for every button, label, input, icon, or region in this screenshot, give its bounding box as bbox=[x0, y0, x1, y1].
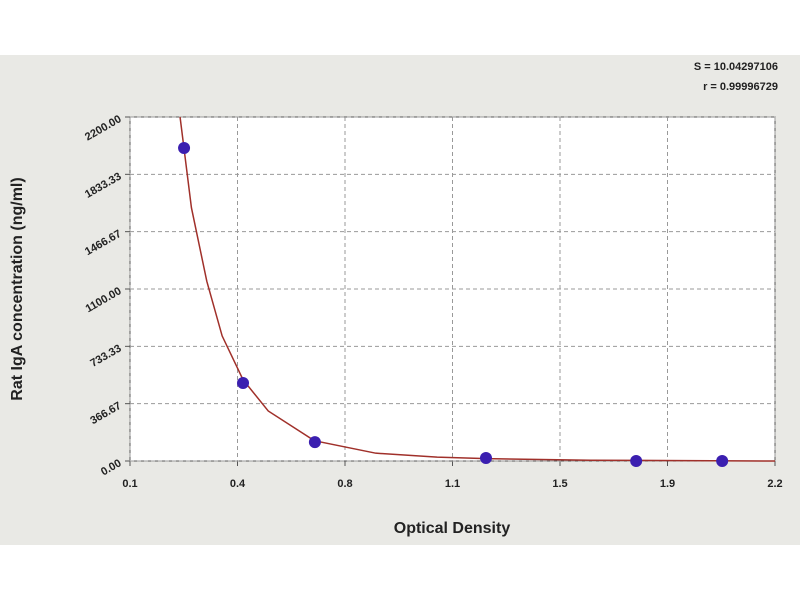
x-tick-label: 0.4 bbox=[230, 478, 246, 490]
x-axis-title: Optical Density bbox=[394, 520, 511, 537]
data-point bbox=[716, 455, 729, 467]
data-point bbox=[630, 455, 643, 467]
x-tick-label: 1.9 bbox=[660, 478, 675, 490]
data-point bbox=[178, 141, 191, 154]
x-tick-label: 1.5 bbox=[552, 478, 567, 490]
y-axis-title: Rat IgA concentration (ng/ml) bbox=[9, 177, 26, 400]
data-point bbox=[237, 376, 250, 389]
x-tick-label: 2.2 bbox=[767, 478, 782, 490]
x-tick-label: 0.1 bbox=[122, 478, 137, 490]
x-tick-label: 0.8 bbox=[337, 478, 352, 490]
annotation: S = 10.04297106 bbox=[694, 61, 778, 73]
fit-curve bbox=[179, 116, 776, 462]
x-tick-label: 1.1 bbox=[445, 478, 460, 490]
data-point bbox=[479, 452, 492, 465]
data-point bbox=[308, 436, 321, 449]
annotation: r = 0.99996729 bbox=[703, 81, 778, 93]
